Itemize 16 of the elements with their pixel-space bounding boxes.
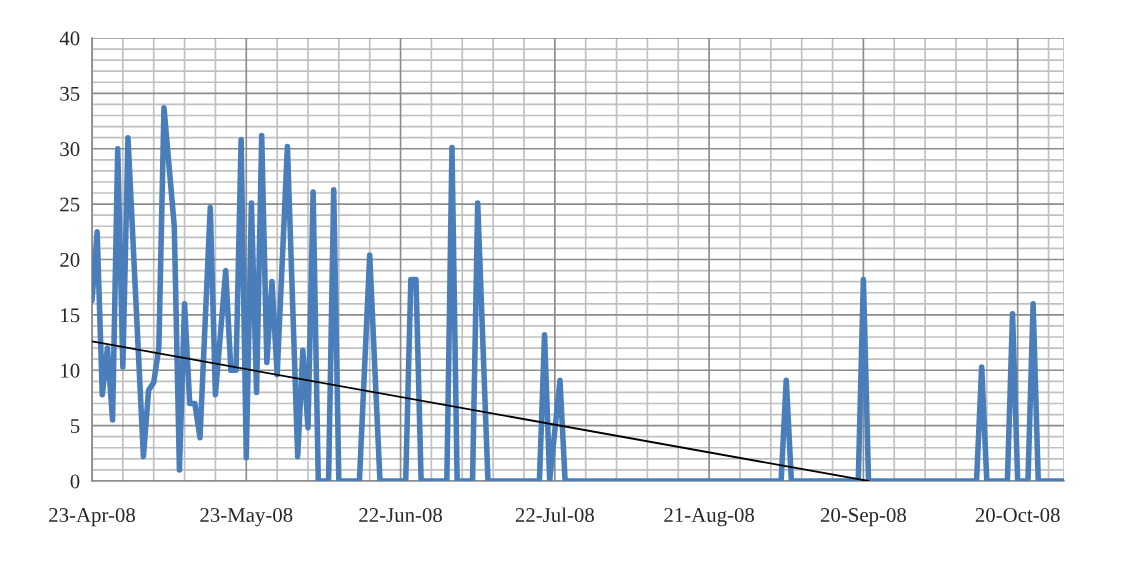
y-tick-label: 35 [60,86,80,101]
y-tick-label: 25 [60,197,80,212]
y-tick-label: 30 [60,142,80,157]
y-tick-label: 0 [70,474,80,489]
x-tick-label: 20-Oct-08 [975,507,1060,523]
y-tick-label: 40 [59,31,80,46]
x-tick-label: 23-May-08 [200,507,293,527]
y-tick-label: 15 [61,308,80,323]
y-tick-label: 5 [70,419,80,434]
x-tick-label: 21-Aug-08 [664,507,755,527]
x-tick-label: 20-Sep-08 [820,507,906,527]
x-tick-label: 22-Jun-08 [359,507,443,523]
y-tick-label: 20 [60,252,80,267]
x-tick-label: 22-Jul-08 [515,507,594,523]
x-tick-label: 23-Apr-08 [49,507,135,527]
y-tick-label: 10 [61,363,80,378]
